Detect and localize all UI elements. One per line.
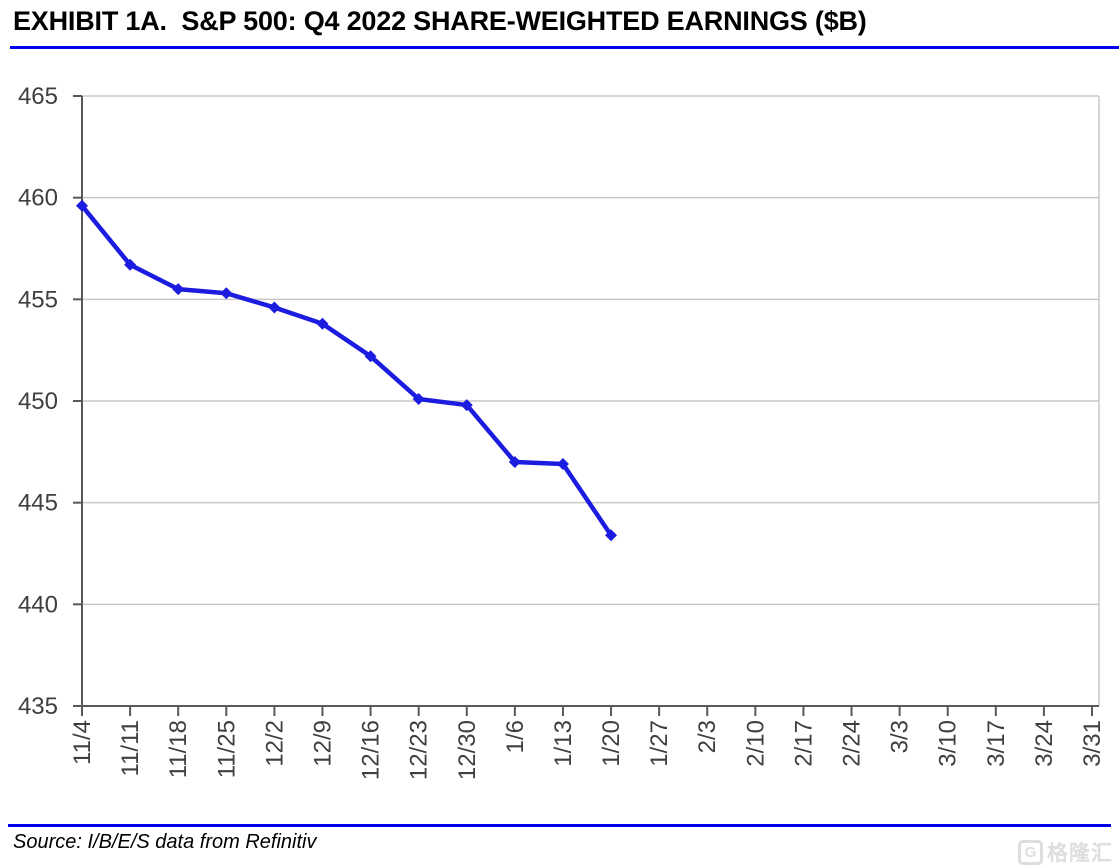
data-point-marker bbox=[316, 317, 329, 330]
x-tick-label: 11/4 bbox=[69, 720, 96, 765]
x-tick-label: 1/6 bbox=[502, 720, 529, 753]
title-underline-rule bbox=[10, 46, 1119, 49]
x-tick-label: 1/20 bbox=[598, 720, 625, 767]
y-tick-label: 440 bbox=[18, 591, 58, 618]
x-tick-label: 3/10 bbox=[935, 720, 962, 767]
data-point-marker bbox=[508, 456, 521, 468]
data-point-marker bbox=[556, 458, 569, 471]
data-point-marker bbox=[364, 350, 377, 363]
y-tick-label: 435 bbox=[18, 693, 58, 720]
data-point-marker bbox=[220, 287, 233, 300]
y-tick-label: 450 bbox=[18, 388, 58, 415]
data-point-marker bbox=[124, 258, 137, 271]
x-tick-label: 12/30 bbox=[454, 720, 481, 780]
x-tick-label: 12/16 bbox=[358, 720, 385, 780]
x-tick-label: 11/25 bbox=[213, 720, 240, 778]
x-tick-label: 2/17 bbox=[790, 720, 817, 767]
gelonghui-logo-icon: G bbox=[1018, 839, 1043, 865]
earnings-line-chart: 435 440 445 450 455 460 465 11/4 11/11 11/18 11/25… bbox=[18, 83, 1106, 780]
x-tick-label: 12/2 bbox=[261, 720, 288, 767]
y-tick-label: 460 bbox=[18, 185, 58, 212]
x-tick-label: 3/24 bbox=[1031, 720, 1058, 767]
data-point-marker bbox=[460, 399, 473, 412]
source-note: Source: I/B/E/S data from Refinitiv bbox=[13, 831, 317, 853]
x-tick-label: 12/9 bbox=[309, 720, 336, 767]
x-tick-label: 3/3 bbox=[887, 720, 914, 753]
watermark: G 格隆汇 bbox=[1018, 837, 1113, 867]
x-tick-label: 2/24 bbox=[839, 720, 866, 767]
x-tick-label: 12/23 bbox=[406, 720, 433, 780]
x-tick-label: 2/10 bbox=[742, 720, 769, 767]
data-point-marker bbox=[268, 301, 281, 314]
series-line bbox=[79, 203, 614, 538]
page-title: EXHIBIT 1A. S&P 500: Q4 2022 SHARE-WEIGH… bbox=[13, 6, 867, 36]
footer-rule bbox=[8, 824, 1111, 827]
x-tick-label: 11/18 bbox=[165, 720, 192, 778]
x-tick-label: 1/13 bbox=[550, 720, 577, 767]
x-tick-label: 2/3 bbox=[694, 720, 721, 753]
y-tick-label: 465 bbox=[18, 83, 58, 110]
data-point-marker bbox=[605, 529, 618, 542]
watermark-label: 格隆汇 bbox=[1047, 842, 1113, 865]
x-tick-label: 11/11 bbox=[117, 720, 144, 777]
data-point-marker bbox=[172, 283, 185, 296]
x-tick-label: 1/27 bbox=[646, 720, 673, 767]
x-tick-label: 3/17 bbox=[983, 720, 1010, 767]
x-tick-label: 3/31 bbox=[1079, 720, 1106, 767]
y-tick-label: 445 bbox=[18, 490, 58, 517]
y-tick-label: 455 bbox=[18, 286, 58, 313]
data-point-marker bbox=[76, 199, 88, 212]
data-point-marker bbox=[412, 392, 425, 405]
